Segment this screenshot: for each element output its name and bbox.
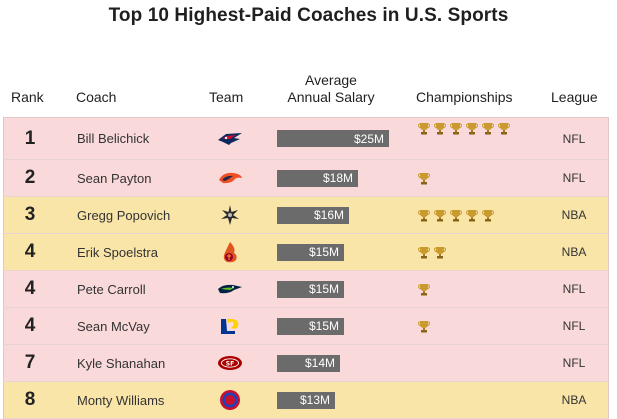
salary-label: $13M [299,393,330,407]
49ers-logo-icon: SF [215,345,245,381]
pistons-logo-icon [215,382,245,418]
rank-cell: 3 [24,204,36,225]
table-row: 4 Sean McVay $15M NFL [3,308,609,345]
svg-text:SF: SF [226,361,234,368]
championships-cell [417,234,518,270]
salary-cell: $18M [277,160,358,196]
championships-cell [417,118,518,159]
rank-cell: 2 [24,167,36,188]
spurs-logo-icon [215,197,245,233]
table-row: 4 Erik Spoelstra $15M NBA [3,234,609,271]
heat-logo-icon [215,234,245,270]
salary-cell: $16M [277,197,349,233]
league-cell: NFL [562,282,586,296]
championships-cell [418,345,518,381]
rank-cell: 4 [24,278,36,299]
coach-name: Kyle Shanahan [77,355,166,371]
coach-name: Erik Spoelstra [77,244,158,260]
salary-label: $15M [308,319,339,333]
table-row: 4 Pete Carroll $15M NFL [3,271,609,308]
coach-name: Sean Payton [77,170,152,186]
league-cell: NFL [562,131,586,146]
coaches-table: 1 Bill Belichick $25M NFL 2 Sean Payton $18M NF… [3,117,609,419]
salary-bar: $25M [277,130,389,147]
header-league: League [551,89,598,105]
salary-cell: $13M [277,382,335,418]
trophy-icon [417,283,431,296]
salary-bar: $18M [277,169,358,187]
salary-bar: $14M [277,354,340,372]
table-row: 1 Bill Belichick $25M NFL [3,117,609,160]
table-row: 3 Gregg Popovich $16M NBA [3,197,609,234]
salary-cell: $25M [277,118,389,159]
salary-label: $15M [308,282,339,296]
trophy-icon [481,209,495,222]
header-championships: Championships [416,89,513,105]
league-cell: NFL [562,171,586,185]
coach-name: Gregg Popovich [77,207,171,223]
salary-cell: $15M [277,234,344,270]
coach-name: Pete Carroll [77,281,146,297]
salary-label: $16M [313,208,344,222]
trophy-icon [465,209,479,222]
rams-logo-icon [215,308,245,344]
trophy-icon [417,246,431,259]
trophy-icon [449,122,463,135]
salary-label: $14M [304,356,335,370]
header-coach: Coach [76,89,117,105]
league-cell: NFL [562,356,586,370]
salary-label: $15M [308,245,339,259]
trophy-icon [497,122,511,135]
league-cell: NBA [561,208,587,222]
rank-cell: 7 [24,352,36,373]
header-team: Team [209,89,244,105]
table-row: 8 Monty Williams $13M NBA [3,382,609,419]
coach-name: Bill Belichick [77,131,150,146]
seahawks-logo-icon [215,271,245,307]
coach-name: Monty Williams [77,392,165,408]
salary-bar: $13M [277,391,335,409]
salary-cell: $15M [277,308,344,344]
salary-bar: $16M [277,206,349,224]
trophy-icon [481,122,495,135]
salary-label: $18M [322,171,353,185]
trophy-icon [417,122,431,135]
championships-cell [417,308,518,344]
league-cell: NFL [562,319,586,333]
trophy-icon [417,320,431,333]
header-salary-line2: Annual Salary [287,89,375,105]
league-cell: NBA [561,245,587,259]
salary-bar: $15M [277,280,344,298]
broncos-logo-icon [215,160,245,196]
salary-cell: $14M [277,345,340,381]
salary-bar: $15M [277,317,344,335]
chart-title: Top 10 Highest-Paid Coaches in U.S. Spor… [108,5,509,26]
header-salary-line1: Average [305,72,357,88]
rank-cell: 8 [24,389,36,410]
salary-label: $25M [353,131,384,146]
trophy-icon [449,209,463,222]
trophy-icon [417,209,431,222]
table-row: 7 Kyle Shanahan SF $14M NFL [3,345,609,382]
trophy-icon [433,209,447,222]
championships-cell [417,160,518,196]
header-salary: Average Annual Salary [278,72,384,106]
league-cell: NBA [561,393,587,407]
trophy-icon [433,246,447,259]
rank-cell: 4 [24,241,36,262]
patriots-logo-icon [215,118,245,159]
championships-cell [417,197,518,233]
salary-bar: $15M [277,243,344,261]
rank-cell: 1 [24,127,36,149]
coach-name: Sean McVay [77,318,150,334]
salary-cell: $15M [277,271,344,307]
rank-cell: 4 [24,315,36,336]
header-rank: Rank [11,89,44,105]
trophy-icon [433,122,447,135]
trophy-icon [417,172,431,185]
championships-cell [418,382,518,418]
championships-cell [417,271,518,307]
trophy-icon [465,122,479,135]
table-row: 2 Sean Payton $18M NFL [3,160,609,197]
